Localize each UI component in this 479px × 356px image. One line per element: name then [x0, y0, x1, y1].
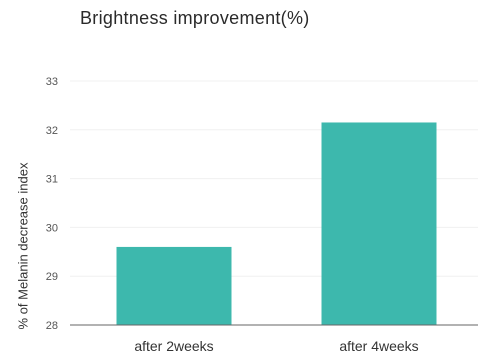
- y-tick-label: 28: [46, 320, 58, 332]
- y-tick-label: 30: [46, 222, 58, 234]
- x-tick-label: after 2weeks: [134, 338, 213, 354]
- y-tick-label: 31: [46, 174, 58, 186]
- y-tick-label: 29: [46, 271, 58, 283]
- x-tick-label: after 4weeks: [339, 338, 418, 354]
- bar-1: [116, 246, 232, 325]
- chart-title: Brightness improvement(%): [80, 8, 310, 28]
- y-tick-label: 32: [46, 125, 58, 137]
- y-tick-label: 33: [46, 76, 58, 88]
- bar-2: [321, 122, 437, 325]
